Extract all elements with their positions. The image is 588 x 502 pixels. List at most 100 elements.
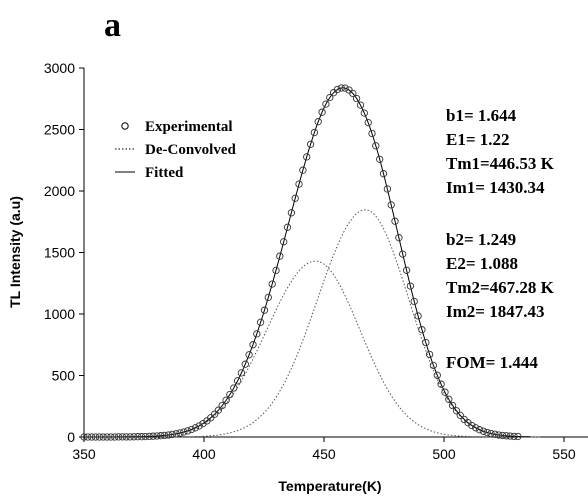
- y-tick-label: 0: [67, 429, 75, 445]
- experimental-point: [111, 433, 119, 441]
- experimental-point: [95, 433, 104, 441]
- legend-label-deconvolved: De-Convolved: [145, 142, 236, 158]
- experimental-point: [445, 395, 453, 403]
- experimental-point: [306, 140, 315, 148]
- experimental-point: [237, 369, 246, 377]
- experimental-point: [341, 84, 349, 92]
- experimental-point: [406, 282, 415, 290]
- experimental-point: [372, 142, 380, 150]
- experimental-point: [472, 424, 480, 432]
- y-axis-label: TL Intensity (a.u): [7, 196, 23, 308]
- experimental-point: [391, 217, 399, 225]
- x-tick-label: 350: [72, 446, 96, 462]
- experimental-point: [88, 433, 96, 441]
- experimental-point: [153, 432, 161, 440]
- experimental-point: [498, 431, 507, 440]
- experimental-point: [510, 432, 518, 441]
- experimental-point: [191, 424, 200, 432]
- experimental-point: [418, 326, 426, 334]
- y-tick-label: 1000: [44, 306, 75, 322]
- experimental-point: [452, 407, 461, 415]
- experimental-point: [425, 350, 434, 359]
- experimental-point: [352, 94, 361, 103]
- experimental-point: [410, 297, 418, 306]
- experimental-point: [379, 170, 388, 178]
- y-tick-label: 2500: [44, 122, 75, 138]
- experimental-point: [260, 306, 269, 314]
- experimental-point: [118, 433, 127, 441]
- x-axis-label: Temperature(K): [278, 478, 381, 494]
- experimental-point: [422, 338, 430, 347]
- experimental-points: [80, 84, 522, 441]
- experimental-point: [187, 425, 196, 434]
- experimental-point: [176, 429, 184, 437]
- param-fom: FOM= 1.444: [446, 353, 538, 372]
- experimental-point: [299, 166, 307, 174]
- experimental-point: [368, 129, 376, 138]
- param-im1: Im1= 1430.34: [446, 178, 545, 197]
- experimental-point: [502, 432, 511, 440]
- experimental-point: [402, 266, 411, 274]
- experimental-point: [230, 384, 238, 392]
- experimental-point: [491, 430, 499, 438]
- experimental-point: [103, 433, 111, 441]
- experimental-point: [272, 266, 280, 275]
- experimental-point: [210, 410, 219, 418]
- experimental-point: [475, 426, 484, 434]
- experimental-point: [256, 318, 265, 326]
- experimental-point: [506, 432, 514, 440]
- experimental-point: [168, 430, 176, 439]
- experimental-point: [164, 431, 173, 439]
- param-e2: E2= 1.088: [446, 254, 518, 273]
- x-ticks: 350 400 450 500 550: [72, 437, 576, 462]
- experimental-point: [214, 406, 223, 414]
- experimental-point: [283, 223, 292, 231]
- param-e1: E1= 1.22: [446, 130, 510, 149]
- experimental-point: [495, 431, 503, 439]
- experimental-point: [441, 388, 449, 396]
- param-tm2: Tm2=467.28 K: [446, 278, 555, 297]
- param-tm1: Tm1=446.53 K: [446, 154, 555, 173]
- experimental-point: [130, 433, 138, 441]
- param-b2: b2= 1.249: [446, 230, 516, 249]
- experimental-point: [107, 433, 115, 441]
- experimental-point: [126, 433, 134, 441]
- experimental-point: [291, 194, 299, 202]
- experimental-point: [207, 414, 215, 422]
- experimental-point: [145, 432, 153, 441]
- param-b1: b1= 1.644: [446, 106, 517, 125]
- experimental-point: [241, 360, 249, 368]
- legend: Experimental De-Convolved Fitted: [115, 119, 236, 181]
- deconvolved-peak-1: [108, 260, 540, 438]
- experimental-point: [84, 433, 92, 441]
- experimental-point: [160, 431, 169, 440]
- experimental-point: [122, 433, 130, 441]
- experimental-point: [276, 252, 284, 260]
- experimental-point: [326, 93, 334, 102]
- experimental-point: [268, 280, 276, 288]
- y-ticks: 0 500 1000 1500 2000 2500 3000: [44, 60, 84, 445]
- experimental-point: [249, 341, 257, 349]
- experimental-point: [137, 433, 146, 441]
- experimental-point: [233, 377, 242, 385]
- y-tick-label: 3000: [44, 60, 75, 76]
- experimental-point: [437, 380, 445, 388]
- legend-label-experimental: Experimental: [145, 119, 233, 135]
- experimental-point: [514, 432, 522, 441]
- experimental-point: [433, 371, 441, 379]
- experimental-point: [99, 433, 107, 441]
- experimental-point: [337, 84, 345, 92]
- experimental-point: [479, 427, 488, 435]
- experimental-point: [295, 180, 303, 188]
- experimental-point: [222, 396, 230, 404]
- experimental-point: [483, 428, 491, 437]
- experimental-point: [364, 118, 372, 127]
- fit-parameters: b1= 1.644 E1= 1.22 Tm1=446.53 K Im1= 143…: [446, 106, 555, 372]
- experimental-point: [429, 361, 438, 370]
- experimental-point: [314, 118, 322, 126]
- experimental-point: [149, 432, 157, 440]
- experimental-point: [487, 429, 495, 438]
- experimental-point: [349, 89, 357, 98]
- experimental-point: [395, 234, 403, 242]
- x-tick-label: 550: [552, 446, 576, 462]
